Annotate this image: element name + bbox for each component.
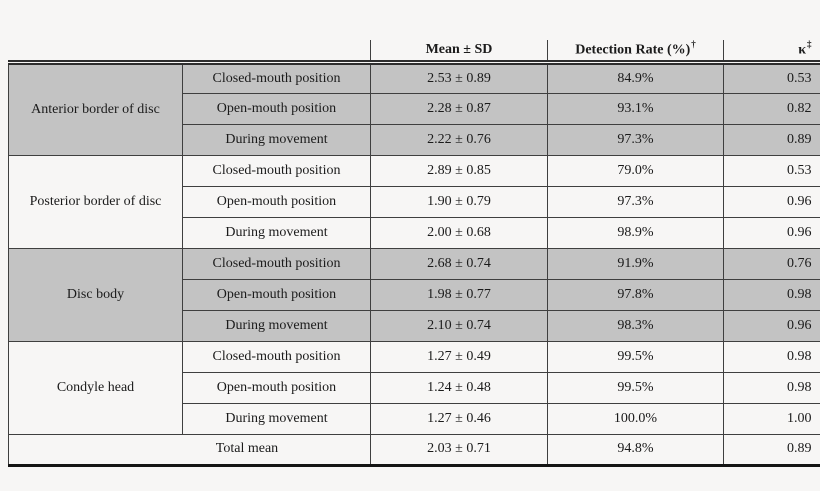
group-label: Posterior border of disc (8, 154, 183, 249)
kappa-cell: 0.89 (723, 123, 820, 156)
group-label: Condyle head (8, 340, 183, 435)
detection-rate-header-label: Detection Rate (%) (575, 43, 691, 59)
mean-sd-cell: 2.68 ± 0.74 (370, 247, 548, 280)
column-header-detection-rate: Detection Rate (%)† (547, 39, 724, 65)
kappa-cell: 0.98 (723, 278, 820, 311)
detection-rate-cell: 98.3% (547, 309, 724, 342)
mean-sd-cell: 2.28 ± 0.87 (370, 92, 548, 125)
position-cell: Closed-mouth position (182, 247, 371, 280)
mean-sd-cell: 2.00 ± 0.68 (370, 216, 548, 249)
kappa-cell: 0.53 (723, 61, 820, 94)
mean-sd-cell: 1.98 ± 0.77 (370, 278, 548, 311)
mean-sd-cell: 1.24 ± 0.48 (370, 371, 548, 404)
detection-rate-cell: 93.1% (547, 92, 724, 125)
detection-rate-cell: 99.5% (547, 340, 724, 373)
group-anterior-border-of-disc: Anterior border of disc Closed-mouth pos… (8, 61, 820, 156)
position-cell: Closed-mouth position (182, 61, 371, 94)
kappa-cell: 0.82 (723, 92, 820, 125)
mean-sd-cell: 2.10 ± 0.74 (370, 309, 548, 342)
position-cell: Open-mouth position (182, 371, 371, 404)
double-dagger-footnote-mark: ‡ (807, 39, 812, 50)
position-cell: During movement (182, 402, 371, 435)
total-detection-rate-cell: 94.8% (547, 433, 724, 467)
total-row: Total mean 2.03 ± 0.71 94.8% 0.89 (8, 433, 820, 467)
header-empty-cell (8, 40, 371, 65)
total-kappa-cell: 0.89 (723, 433, 820, 467)
mean-sd-cell: 1.27 ± 0.46 (370, 402, 548, 435)
detection-rate-cell: 91.9% (547, 247, 724, 280)
table-row: During movement 2.22 ± 0.76 97.3% 0.89 (9, 123, 820, 156)
kappa-cell: 0.96 (723, 216, 820, 249)
kappa-cell: 0.53 (723, 154, 820, 187)
position-cell: During movement (182, 216, 371, 249)
total-mean-sd-cell: 2.03 ± 0.71 (370, 433, 548, 467)
group-label: Disc body (8, 247, 183, 342)
mean-sd-cell: 2.22 ± 0.76 (370, 123, 548, 156)
column-header-kappa: κ‡ (723, 39, 820, 65)
table-row: Anterior border of disc Closed-mouth pos… (8, 61, 820, 156)
kappa-cell: 1.00 (723, 402, 820, 435)
table-row: Condyle head Closed-mouth position 1.27 … (8, 340, 820, 435)
table-row: Open-mouth position 2.28 ± 0.87 93.1% 0.… (9, 92, 820, 125)
position-cell: During movement (182, 309, 371, 342)
mean-sd-cell: 1.27 ± 0.49 (370, 340, 548, 373)
dagger-footnote-mark: † (691, 39, 696, 50)
position-cell: Closed-mouth position (182, 154, 371, 187)
position-cell: Open-mouth position (182, 278, 371, 311)
kappa-cell: 0.96 (723, 185, 820, 218)
detection-rate-cell: 99.5% (547, 371, 724, 404)
table-row: Open-mouth position 1.24 ± 0.48 99.5% 0.… (9, 371, 820, 404)
kappa-cell: 0.96 (723, 309, 820, 342)
table-row: Disc body Closed-mouth position 2.68 ± 0… (8, 247, 820, 342)
table-row: Open-mouth position 1.98 ± 0.77 97.8% 0.… (9, 278, 820, 311)
table-header: Mean ± SD Detection Rate (%)† κ‡ (8, 39, 820, 65)
table-row: Posterior border of disc Closed-mouth po… (8, 154, 820, 249)
table-row: During movement 2.00 ± 0.68 98.9% 0.96 (9, 216, 820, 249)
mean-sd-cell: 2.53 ± 0.89 (370, 61, 548, 94)
detection-rate-cell: 98.9% (547, 216, 724, 249)
detection-rate-cell: 97.3% (547, 123, 724, 156)
total-mean-label: Total mean (8, 433, 371, 467)
table-row: During movement 2.10 ± 0.74 98.3% 0.96 (9, 309, 820, 342)
position-cell: Open-mouth position (182, 92, 371, 125)
kappa-cell: 0.98 (723, 371, 820, 404)
group-condyle-head: Condyle head Closed-mouth position 1.27 … (8, 340, 820, 435)
position-cell: Closed-mouth position (182, 340, 371, 373)
detection-rate-cell: 97.8% (547, 278, 724, 311)
group-posterior-border-of-disc: Posterior border of disc Closed-mouth po… (8, 154, 820, 249)
mean-sd-header-label: Mean ± SD (425, 41, 493, 57)
header-row: Mean ± SD Detection Rate (%)† κ‡ (8, 39, 820, 65)
position-cell: Open-mouth position (182, 185, 371, 218)
detection-rate-cell: 97.3% (547, 185, 724, 218)
position-cell: During movement (182, 123, 371, 156)
detection-rate-cell: 100.0% (547, 402, 724, 435)
kappa-cell: 0.98 (723, 340, 820, 373)
kappa-cell: 0.76 (723, 247, 820, 280)
detection-rate-cell: 79.0% (547, 154, 724, 187)
detection-rate-cell: 84.9% (547, 61, 724, 94)
group-disc-body: Disc body Closed-mouth position 2.68 ± 0… (8, 247, 820, 342)
column-header-mean-sd: Mean ± SD (370, 40, 548, 65)
kappa-header-label: κ (798, 43, 806, 59)
results-table: Mean ± SD Detection Rate (%)† κ‡ Anterio… (8, 39, 820, 467)
group-label: Anterior border of disc (8, 61, 183, 156)
mean-sd-cell: 2.89 ± 0.85 (370, 154, 548, 187)
mean-sd-cell: 1.90 ± 0.79 (370, 185, 548, 218)
total-row-section: Total mean 2.03 ± 0.71 94.8% 0.89 (8, 433, 820, 467)
